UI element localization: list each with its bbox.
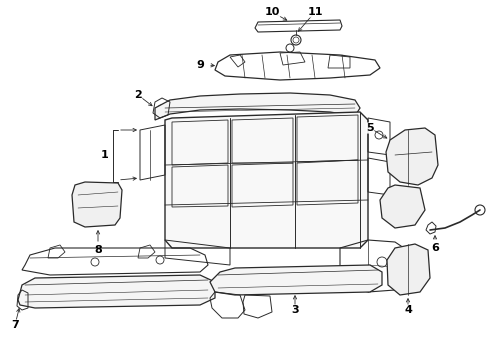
Text: 8: 8 [94, 245, 102, 255]
Text: 6: 6 [431, 243, 439, 253]
Polygon shape [18, 275, 215, 308]
Polygon shape [387, 244, 430, 295]
Text: 2: 2 [134, 90, 142, 100]
Text: 9: 9 [196, 60, 204, 70]
Text: 1: 1 [101, 150, 109, 160]
Polygon shape [165, 112, 368, 248]
Polygon shape [72, 182, 122, 227]
Text: 7: 7 [11, 320, 19, 330]
Polygon shape [380, 185, 425, 228]
Polygon shape [155, 93, 360, 120]
Text: 5: 5 [366, 123, 374, 133]
Text: 10: 10 [264, 7, 280, 17]
Polygon shape [210, 265, 382, 295]
Text: 3: 3 [291, 305, 299, 315]
Polygon shape [386, 128, 438, 185]
Text: 4: 4 [404, 305, 412, 315]
Text: 11: 11 [307, 7, 323, 17]
